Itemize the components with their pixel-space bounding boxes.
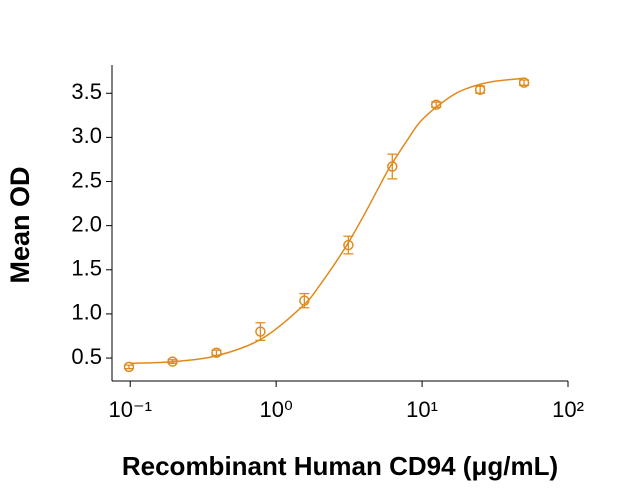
x-tick-label: 10² [552, 397, 584, 422]
data-point [387, 161, 398, 172]
data-point [299, 295, 310, 306]
y-tick-label: 3.5 [71, 79, 102, 104]
data-point [123, 361, 135, 373]
data-point [474, 84, 486, 95]
x-axis-label: Recombinant Human CD94 (μg/mL) [122, 451, 558, 481]
data-point [518, 77, 530, 88]
y-tick-label: 2.0 [71, 211, 102, 236]
data-point [167, 356, 178, 367]
y-tick-label: 2.5 [71, 167, 102, 192]
fit-curve [130, 77, 525, 365]
error-bar [123, 364, 134, 370]
error-bar [255, 322, 266, 342]
x-tick-label: 10⁰ [260, 397, 293, 422]
y-tick-label: 3.0 [71, 123, 102, 148]
y-tick-label: 1.0 [71, 300, 102, 325]
error-bar [343, 235, 354, 255]
x-tick-label: 10⁻¹ [109, 397, 152, 422]
data-point [255, 326, 266, 337]
y-axis-label: Mean OD [5, 166, 35, 283]
data-point [211, 347, 222, 359]
data-point [343, 239, 354, 251]
error-bar [387, 153, 398, 180]
data-point [430, 99, 442, 110]
x-tick-label: 10¹ [406, 397, 438, 422]
y-tick-label: 1.5 [71, 256, 102, 281]
error-bar [167, 359, 178, 364]
y-tick-label: 0.5 [71, 344, 102, 369]
